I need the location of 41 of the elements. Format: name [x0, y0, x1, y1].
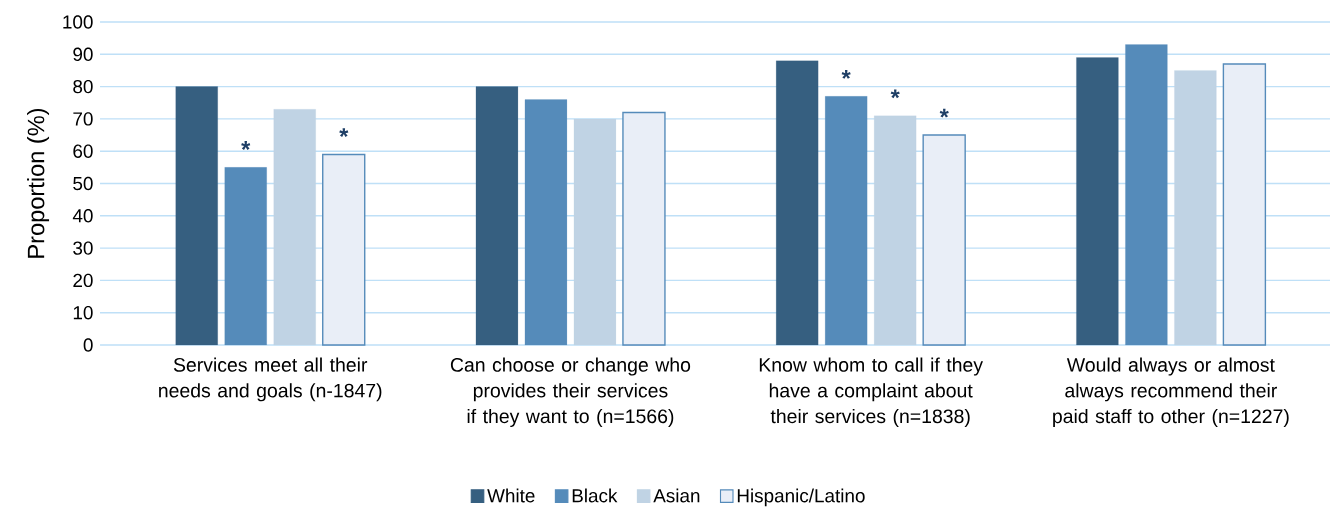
legend-label: Hispanic/Latino	[737, 488, 865, 507]
bar	[1222, 63, 1267, 346]
bar	[776, 60, 819, 346]
data-label: *	[890, 89, 900, 99]
y-tick-label: 10	[73, 306, 93, 320]
y-tick-label: 90	[73, 47, 93, 62]
y-tick-label: 0	[83, 338, 93, 352]
bar	[273, 109, 316, 346]
y-axis-title: Proportion (%)	[27, 109, 50, 258]
x-tick-label: Can choose or change who provides their services if they want to (n=1566)	[450, 357, 691, 428]
data-label: *	[241, 141, 251, 151]
y-tick-label: 50	[73, 177, 93, 191]
legend-label: Asian	[653, 488, 700, 503]
bar	[524, 99, 568, 346]
bar	[322, 153, 366, 346]
x-tick-label: Would always or almost always recommend their paid staff to other (n=1227)	[1053, 357, 1289, 428]
bar	[825, 96, 868, 346]
bar	[1125, 44, 1168, 346]
y-tick-label: 70	[73, 112, 93, 126]
y-tick-label: 20	[73, 273, 93, 288]
bar	[622, 111, 666, 346]
y-tick-label: 60	[73, 144, 93, 159]
bar	[1076, 57, 1119, 346]
y-tick-label: 80	[73, 80, 93, 94]
x-tick-label: Services meet all their needs and goals (n-1847)	[159, 357, 382, 402]
data-label: *	[939, 108, 949, 118]
data-label: *	[339, 128, 349, 138]
y-tick-label: 40	[72, 209, 93, 223]
y-tick-label: 100	[63, 15, 93, 29]
bar	[224, 167, 267, 346]
bar	[922, 134, 966, 346]
x-tick-label: Know whom to call if they have a complaint about their services (n=1838)	[759, 357, 983, 428]
bar	[573, 119, 617, 346]
bar	[1174, 70, 1217, 346]
data-label: *	[841, 70, 851, 80]
bar	[175, 86, 218, 346]
bar	[874, 115, 917, 346]
legend-label: White	[487, 488, 535, 503]
y-tick-label: 30	[73, 241, 93, 255]
legend-label: Black	[572, 488, 618, 503]
bar	[475, 86, 519, 346]
